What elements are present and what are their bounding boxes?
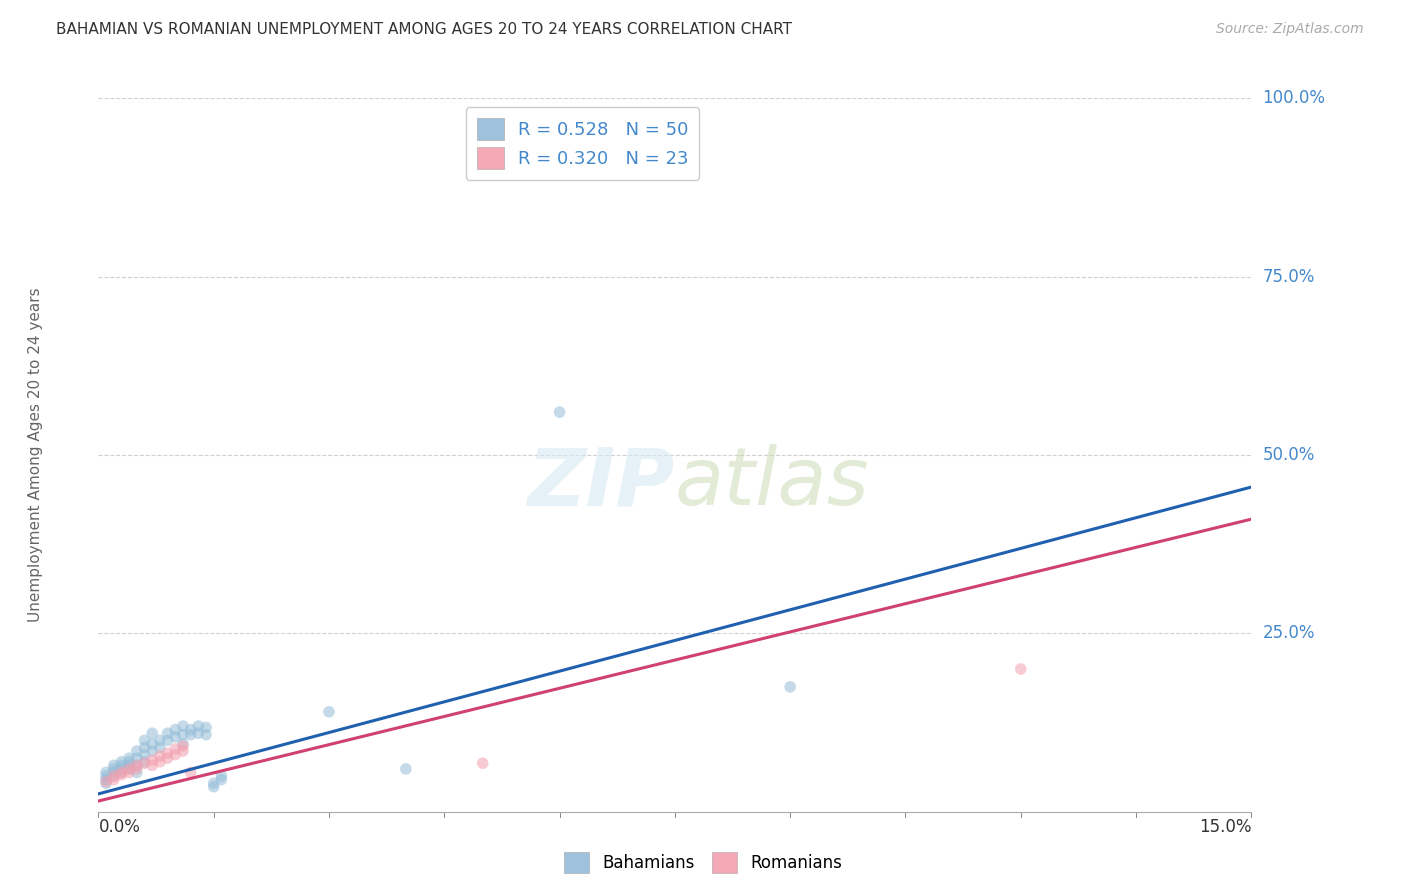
Point	[172, 737, 194, 751]
Point	[180, 728, 202, 742]
Point	[149, 740, 172, 755]
Point	[165, 723, 187, 737]
Point	[110, 767, 132, 781]
Point	[118, 758, 141, 772]
Point	[548, 405, 571, 419]
Point	[141, 758, 163, 772]
Point	[110, 765, 132, 780]
Point	[94, 772, 117, 787]
Text: 100.0%: 100.0%	[1263, 89, 1326, 107]
Text: Unemployment Among Ages 20 to 24 years: Unemployment Among Ages 20 to 24 years	[28, 287, 42, 623]
Point	[103, 769, 125, 783]
Point	[94, 765, 117, 780]
Point	[118, 762, 141, 776]
Point	[149, 755, 172, 769]
Legend: Bahamians, Romanians: Bahamians, Romanians	[558, 846, 848, 880]
Point	[103, 758, 125, 772]
Point	[125, 758, 148, 772]
Point	[318, 705, 340, 719]
Point	[187, 726, 209, 740]
Point	[110, 762, 132, 776]
Point	[156, 746, 179, 760]
Point	[141, 744, 163, 758]
Point	[202, 780, 225, 794]
Point	[118, 751, 141, 765]
Point	[134, 756, 156, 771]
Point	[195, 728, 218, 742]
Text: 15.0%: 15.0%	[1199, 818, 1251, 836]
Text: 75.0%: 75.0%	[1263, 268, 1315, 285]
Point	[125, 751, 148, 765]
Point	[103, 765, 125, 780]
Point	[180, 765, 202, 780]
Point	[149, 733, 172, 747]
Point	[180, 723, 202, 737]
Point	[202, 776, 225, 790]
Point	[103, 772, 125, 787]
Point	[110, 765, 132, 780]
Text: 50.0%: 50.0%	[1263, 446, 1315, 464]
Point	[172, 719, 194, 733]
Point	[165, 747, 187, 762]
Point	[149, 749, 172, 764]
Text: 25.0%: 25.0%	[1263, 624, 1315, 642]
Point	[141, 737, 163, 751]
Legend: R = 0.528   N = 50, R = 0.320   N = 23: R = 0.528 N = 50, R = 0.320 N = 23	[465, 107, 700, 180]
Text: BAHAMIAN VS ROMANIAN UNEMPLOYMENT AMONG AGES 20 TO 24 YEARS CORRELATION CHART: BAHAMIAN VS ROMANIAN UNEMPLOYMENT AMONG …	[56, 22, 792, 37]
Point	[156, 726, 179, 740]
Point	[156, 733, 179, 747]
Point	[134, 747, 156, 762]
Point	[209, 769, 232, 783]
Point	[187, 719, 209, 733]
Point	[141, 753, 163, 767]
Point	[94, 769, 117, 783]
Point	[94, 776, 117, 790]
Point	[125, 758, 148, 772]
Point	[141, 726, 163, 740]
Text: 0.0%: 0.0%	[98, 818, 141, 836]
Point	[118, 755, 141, 769]
Point	[134, 733, 156, 747]
Point	[110, 758, 132, 772]
Point	[172, 728, 194, 742]
Point	[779, 680, 801, 694]
Point	[103, 769, 125, 783]
Point	[165, 742, 187, 756]
Point	[94, 774, 117, 789]
Point	[395, 762, 418, 776]
Point	[172, 739, 194, 753]
Text: Source: ZipAtlas.com: Source: ZipAtlas.com	[1216, 22, 1364, 37]
Point	[172, 744, 194, 758]
Point	[156, 751, 179, 765]
Point	[1010, 662, 1032, 676]
Point	[471, 756, 494, 771]
Point	[118, 762, 141, 776]
Point	[134, 740, 156, 755]
Point	[103, 762, 125, 776]
Point	[195, 721, 218, 735]
Text: atlas: atlas	[675, 444, 870, 523]
Point	[125, 762, 148, 776]
Point	[125, 744, 148, 758]
Point	[209, 772, 232, 787]
Point	[118, 765, 141, 780]
Point	[125, 765, 148, 780]
Point	[110, 755, 132, 769]
Text: ZIP: ZIP	[527, 444, 675, 523]
Point	[134, 755, 156, 769]
Point	[165, 730, 187, 744]
